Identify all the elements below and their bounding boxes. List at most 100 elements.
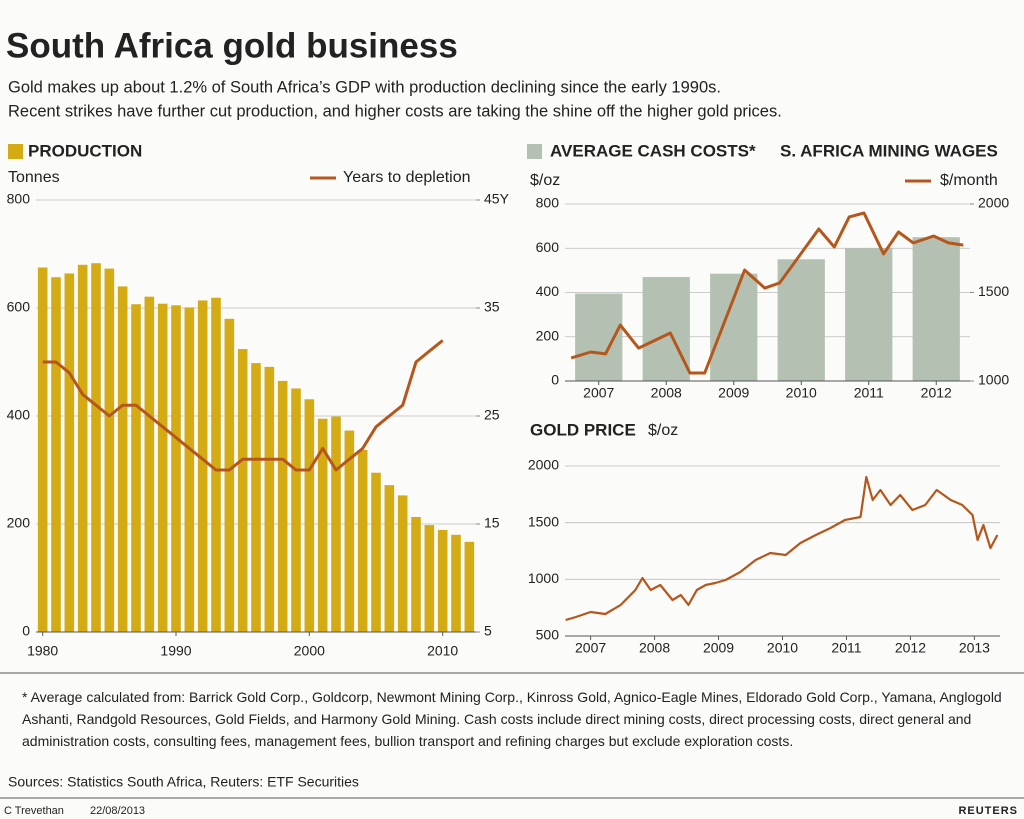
x-tick-label: 2010 <box>427 643 458 659</box>
y-tick-label: 1000 <box>528 570 559 586</box>
x-tick-label: 2009 <box>703 640 734 656</box>
x-tick-label: 2007 <box>575 640 606 656</box>
axis-label: $/oz <box>648 422 678 439</box>
bar <box>64 273 75 632</box>
legend-label: S. AFRICA MINING WAGES <box>780 141 998 160</box>
bar <box>344 430 355 632</box>
bar <box>117 286 128 632</box>
y2-tick-label: 25 <box>484 407 500 423</box>
y-tick-label: 400 <box>536 283 560 299</box>
bar <box>331 416 341 632</box>
bar <box>437 529 448 632</box>
y-tick-label: 0 <box>551 372 559 388</box>
x-tick-label: 2009 <box>718 385 749 401</box>
x-tick-label: 2008 <box>651 385 682 401</box>
bar <box>237 349 248 632</box>
bar <box>777 259 825 381</box>
legend-swatch <box>527 144 542 159</box>
x-tick-label: 2011 <box>854 385 884 401</box>
bar <box>304 399 315 632</box>
y2-tick-label: 45Y <box>484 191 510 207</box>
bar <box>251 363 261 632</box>
bar <box>845 248 893 381</box>
bar <box>104 268 115 632</box>
y2-tick-label: 15 <box>484 515 500 531</box>
x-tick-label: 2008 <box>639 640 670 656</box>
x-tick-label: 1990 <box>160 643 191 659</box>
axis-label: GOLD PRICE <box>530 420 636 439</box>
y-tick-label: 400 <box>7 407 31 423</box>
x-tick-label: 2010 <box>767 640 798 656</box>
y-tick-label: 800 <box>536 195 560 211</box>
subtitle: Gold makes up about 1.2% of South Africa… <box>8 78 721 96</box>
bar <box>197 300 208 632</box>
bar <box>317 418 328 632</box>
x-tick-label: 2011 <box>831 640 861 656</box>
x-tick-label: 2007 <box>583 385 614 401</box>
bar <box>264 366 275 632</box>
x-tick-label: 2010 <box>786 385 817 401</box>
y2-tick-label: 2000 <box>978 195 1009 211</box>
y-tick-label: 1500 <box>528 513 559 529</box>
bar <box>184 307 195 632</box>
bar <box>91 263 101 632</box>
bar <box>224 318 235 632</box>
y-tick-label: 600 <box>7 299 31 315</box>
bar <box>411 516 421 632</box>
line <box>570 211 964 375</box>
y2-tick-label: 1000 <box>978 372 1009 388</box>
bar <box>37 267 48 632</box>
x-tick-label: 1980 <box>27 643 58 659</box>
bar <box>397 495 408 632</box>
date: 22/08/2013 <box>90 805 145 817</box>
title: South Africa gold business <box>6 26 458 65</box>
bar <box>144 296 155 632</box>
y-tick-label: 500 <box>536 627 560 643</box>
legend-swatch <box>8 144 23 159</box>
legend-label: AVERAGE CASH COSTS* <box>550 141 756 160</box>
y-tick-label: 600 <box>536 239 560 255</box>
subtitle: Recent strikes have further cut producti… <box>8 102 782 120</box>
line <box>565 475 999 622</box>
bar <box>357 450 368 632</box>
logo: REUTERS <box>958 805 1018 817</box>
y-tick-label: 2000 <box>528 457 559 473</box>
y-tick-label: 800 <box>7 191 31 207</box>
bar <box>77 264 88 632</box>
bar <box>157 303 168 632</box>
bar <box>211 297 221 632</box>
bar <box>424 525 435 632</box>
author: C Trevethan <box>4 805 64 817</box>
bar <box>912 237 960 381</box>
bar <box>451 534 461 632</box>
y-tick-label: 200 <box>7 515 31 531</box>
legend-label: PRODUCTION <box>28 141 142 160</box>
axis-label: $/oz <box>530 172 560 189</box>
source: Sources: Statistics South Africa, Reuter… <box>8 774 359 790</box>
y-tick-label: 200 <box>536 327 560 343</box>
bar <box>51 277 61 632</box>
line <box>42 339 444 472</box>
axis-label: Tonnes <box>8 169 60 186</box>
bar <box>171 305 181 632</box>
bar <box>710 273 758 381</box>
footnote: * Average calculated from: Barrick Gold … <box>22 689 1002 749</box>
y2-tick-label: 1500 <box>978 283 1009 299</box>
y-tick-label: 0 <box>22 623 30 639</box>
y2-tick-label: 35 <box>484 299 500 315</box>
bar <box>642 277 690 381</box>
bar <box>131 304 141 632</box>
bar <box>371 472 381 632</box>
x-tick-label: 2013 <box>959 640 990 656</box>
y2-tick-label: 5 <box>484 623 492 639</box>
bar <box>384 485 395 632</box>
bar <box>291 388 301 632</box>
bar <box>277 380 288 632</box>
x-tick-label: 2012 <box>895 640 926 656</box>
axis-label: $/month <box>940 172 998 189</box>
x-tick-label: 2000 <box>294 643 325 659</box>
bar <box>464 541 475 632</box>
legend-label: Years to depletion <box>343 169 471 186</box>
